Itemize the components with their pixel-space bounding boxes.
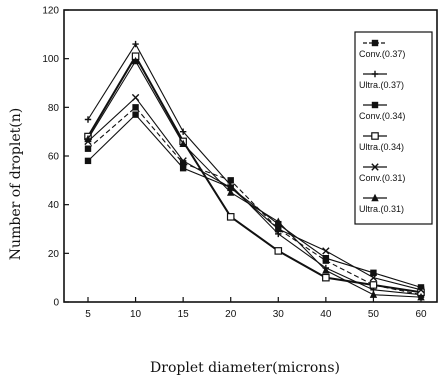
legend-marker <box>371 39 379 47</box>
data-point <box>131 56 140 65</box>
data-point <box>179 157 187 165</box>
data-point <box>369 281 378 289</box>
data-point <box>274 247 283 255</box>
series-layer <box>84 40 425 301</box>
y-tick-label: 60 <box>48 152 60 163</box>
legend: Conv.(0.37) Ultra.(0.37) Conv.(0.34) Ultra.… <box>354 31 433 225</box>
legend-marker <box>371 70 379 78</box>
data-point <box>226 213 235 221</box>
legend-item: Ultra.(0.37) <box>359 70 404 90</box>
y-tick-label: 40 <box>48 200 60 211</box>
x-tick-label: 40 <box>320 309 332 320</box>
y-tick-label: 20 <box>48 249 60 260</box>
y-axis-title: Number of droplet(n) <box>8 108 24 260</box>
data-point <box>84 134 92 143</box>
y-tick-label: 80 <box>48 103 60 114</box>
axes: 0 20 40 60 80 100 120 5 10 15 20 30 40 50 60 <box>42 6 438 320</box>
legend-item: Conv.(0.31) <box>359 163 405 183</box>
x-tick-label: 20 <box>225 309 237 320</box>
series-line <box>87 60 422 298</box>
data-point <box>322 273 330 282</box>
data-point <box>179 164 187 172</box>
x-tick-label: 60 <box>415 309 427 320</box>
series-line <box>87 96 422 291</box>
x-tick-label: 10 <box>130 309 142 320</box>
x-axis-title: Droplet diameter(microns) <box>150 360 340 376</box>
legend-marker <box>371 193 379 202</box>
data-point <box>84 157 92 165</box>
x-tick-label: 15 <box>178 309 190 320</box>
data-point <box>227 188 235 196</box>
data-point <box>369 290 378 298</box>
data-point <box>417 284 425 291</box>
y-tick-label: 120 <box>42 6 59 17</box>
data-point <box>179 139 187 148</box>
data-point <box>417 286 425 294</box>
data-point <box>84 116 92 123</box>
series-line <box>87 113 422 288</box>
data-point <box>322 247 330 255</box>
x-tick-label: 5 <box>85 309 91 320</box>
legend-item: Ultra.(0.34) <box>359 132 404 152</box>
legend-marker <box>371 163 379 171</box>
legend-item: Conv.(0.34) <box>359 101 405 121</box>
data-point <box>275 230 282 238</box>
data-point <box>370 269 377 276</box>
legend-item: Ultra.(0.31) <box>359 193 404 214</box>
data-point <box>179 128 187 135</box>
series-line <box>87 42 422 296</box>
x-tick-label: 30 <box>273 309 285 320</box>
legend-label: Ultra.(0.37) <box>359 80 404 90</box>
legend-item: Conv.(0.37) <box>359 39 405 59</box>
y-tick-label: 0 <box>53 298 59 309</box>
legend-label: Conv.(0.31) <box>359 173 405 183</box>
legend-label: Ultra.(0.34) <box>359 142 404 152</box>
data-point <box>132 111 139 118</box>
data-point <box>274 217 282 225</box>
series-6 <box>84 56 425 301</box>
data-point <box>84 145 92 152</box>
legend-label: Ultra.(0.31) <box>359 204 404 214</box>
data-point <box>227 177 234 184</box>
legend-label: Conv.(0.34) <box>359 111 405 121</box>
legend-label: Conv.(0.37) <box>359 49 405 59</box>
legend-marker <box>371 132 379 140</box>
legend-marker <box>371 101 379 109</box>
data-point <box>179 160 187 167</box>
data-point <box>274 225 282 233</box>
x-tick-label: 50 <box>368 309 380 320</box>
data-point <box>322 266 330 274</box>
series-line <box>87 54 422 294</box>
data-point <box>131 93 140 102</box>
data-point <box>417 292 425 301</box>
data-point <box>132 40 139 48</box>
y-tick-label: 100 <box>42 54 59 65</box>
series-line <box>87 106 422 296</box>
data-point <box>322 255 330 262</box>
data-point <box>369 273 378 282</box>
legend-box <box>354 31 433 225</box>
data-point <box>132 104 139 111</box>
